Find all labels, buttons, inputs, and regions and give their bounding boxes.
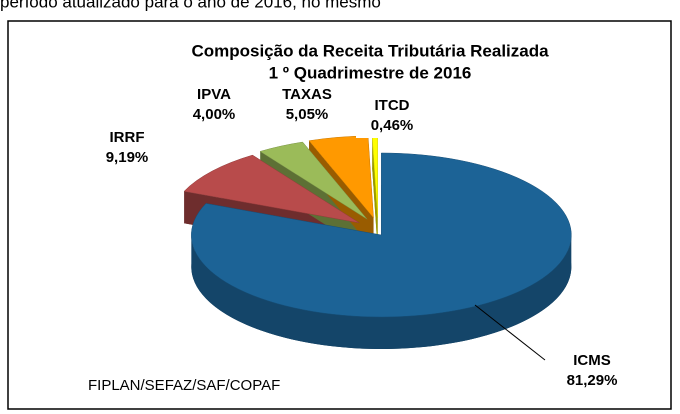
label-box	[178, 83, 250, 127]
slice-wall	[372, 135, 378, 250]
chart-subtitle: 1 º Quadrimestre de 2016	[269, 63, 472, 82]
category-label: ITCD	[375, 97, 410, 114]
value-label: 0,46%	[371, 117, 414, 134]
value-label: 4,00%	[193, 106, 236, 123]
chart-title: Composição da Receita Tributária Realiza…	[191, 41, 549, 60]
category-label: IPVA	[197, 86, 231, 103]
value-label: 5,05%	[286, 106, 329, 123]
label-box	[271, 83, 343, 127]
source-note: FIPLAN/SEFAZ/SAF/COPAF	[88, 377, 280, 394]
slice	[191, 152, 572, 318]
leader-line	[474, 304, 546, 361]
value-label: 81,29%	[567, 372, 618, 389]
slice-side	[191, 234, 572, 349]
label-box	[356, 94, 428, 138]
category-label: ICMS	[573, 352, 611, 369]
slice	[259, 141, 368, 220]
category-label: IRRF	[110, 129, 145, 146]
pie	[183, 135, 572, 349]
slice	[183, 154, 360, 224]
cropped-header: período atualizado para o ano de 2016, n…	[0, 0, 381, 11]
label-box	[91, 126, 163, 170]
category-label: TAXAS	[282, 86, 332, 103]
label-box	[556, 349, 628, 393]
value-label: 9,19%	[106, 149, 149, 166]
